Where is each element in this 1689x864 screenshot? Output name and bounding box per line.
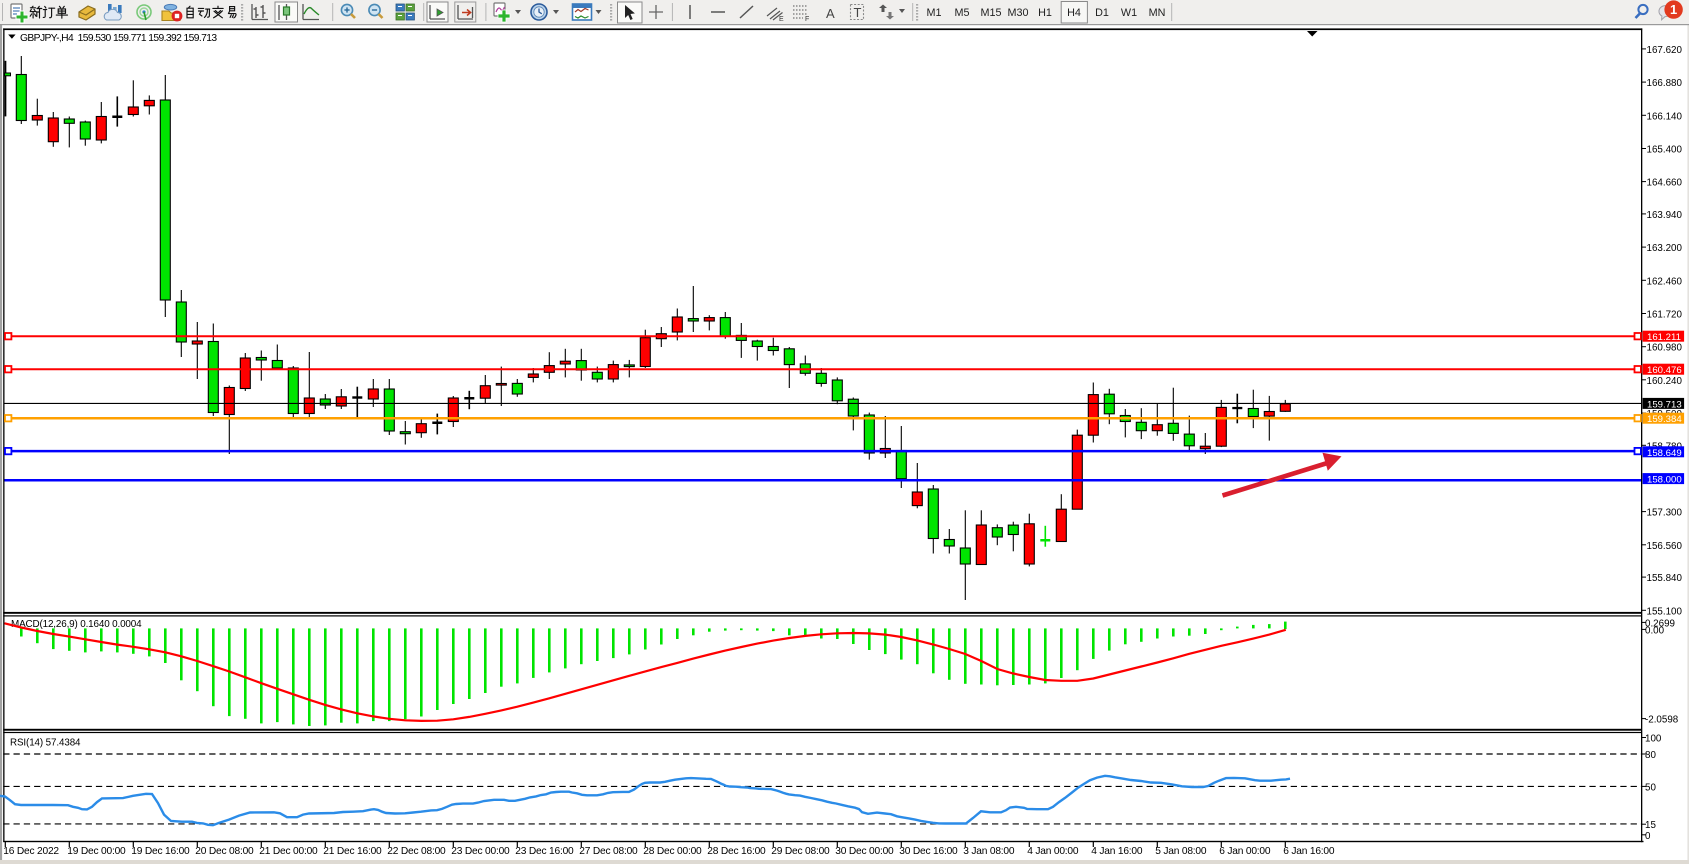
svg-text:23 Dec 16:00: 23 Dec 16:00: [515, 846, 574, 857]
svg-text:16 Dec 2022: 16 Dec 2022: [3, 846, 59, 857]
svg-text:19 Dec 16:00: 19 Dec 16:00: [131, 846, 190, 857]
svg-text:166.140: 166.140: [1647, 111, 1683, 122]
svg-text:-2.0598: -2.0598: [1645, 715, 1679, 726]
svg-text:160.240: 160.240: [1647, 376, 1683, 387]
svg-text:19 Dec 00:00: 19 Dec 00:00: [67, 846, 126, 857]
svg-text:30 Dec 00:00: 30 Dec 00:00: [835, 846, 894, 857]
svg-text:F: F: [805, 16, 809, 23]
svg-text:20 Dec 08:00: 20 Dec 08:00: [195, 846, 254, 857]
svg-text:163.940: 163.940: [1647, 210, 1683, 221]
svg-text:T: T: [854, 5, 862, 20]
svg-text:156.560: 156.560: [1647, 541, 1683, 552]
svg-text:165.400: 165.400: [1647, 145, 1683, 156]
svg-text:W1: W1: [1121, 7, 1137, 19]
svg-text:H4: H4: [1067, 7, 1081, 19]
svg-text:15: 15: [1645, 820, 1656, 831]
svg-text:160.476: 160.476: [1647, 365, 1682, 376]
svg-text:22 Dec 08:00: 22 Dec 08:00: [387, 846, 446, 857]
svg-text:4 Jan 00:00: 4 Jan 00:00: [1027, 846, 1079, 857]
svg-text:161.211: 161.211: [1647, 332, 1681, 343]
svg-text:158.649: 158.649: [1647, 448, 1682, 459]
svg-text:M15: M15: [980, 7, 1001, 19]
svg-text:80: 80: [1645, 750, 1656, 761]
svg-text:167.620: 167.620: [1647, 45, 1683, 56]
svg-text:E: E: [779, 16, 784, 23]
svg-text:RSI(14) 57.4384: RSI(14) 57.4384: [10, 738, 81, 749]
svg-text:158.000: 158.000: [1647, 475, 1682, 486]
svg-text:163.200: 163.200: [1647, 243, 1683, 254]
svg-text:6 Jan 16:00: 6 Jan 16:00: [1283, 846, 1335, 857]
svg-text:157.300: 157.300: [1647, 508, 1683, 519]
svg-text:1: 1: [1670, 2, 1677, 17]
svg-text:M5: M5: [955, 7, 970, 19]
svg-text:H1: H1: [1038, 7, 1052, 19]
svg-text:28 Dec 00:00: 28 Dec 00:00: [643, 846, 702, 857]
svg-text:23 Dec 00:00: 23 Dec 00:00: [451, 846, 510, 857]
svg-text:27 Dec 08:00: 27 Dec 08:00: [579, 846, 638, 857]
svg-text:162.460: 162.460: [1647, 276, 1683, 287]
svg-text:6 Jan 00:00: 6 Jan 00:00: [1219, 846, 1271, 857]
svg-text:4 Jan 16:00: 4 Jan 16:00: [1091, 846, 1143, 857]
svg-text:160.980: 160.980: [1647, 343, 1683, 354]
svg-text:D1: D1: [1095, 7, 1109, 19]
svg-text:0: 0: [1645, 831, 1651, 842]
svg-text:100: 100: [1645, 734, 1662, 745]
svg-text:159.384: 159.384: [1647, 414, 1682, 425]
svg-text:155.840: 155.840: [1647, 573, 1683, 584]
svg-text:21 Dec 00:00: 21 Dec 00:00: [259, 846, 318, 857]
svg-text:A: A: [826, 6, 835, 21]
svg-text:155.100: 155.100: [1647, 606, 1683, 617]
svg-text:29 Dec 08:00: 29 Dec 08:00: [771, 846, 830, 857]
svg-text:50: 50: [1645, 782, 1656, 793]
svg-text:30 Dec 16:00: 30 Dec 16:00: [899, 846, 958, 857]
svg-text:GBPJPY-,H4 159.530 159.771 15: GBPJPY-,H4 159.530 159.771 159.392 159.7…: [20, 33, 217, 44]
svg-text:MACD(12,26,9) 0.1640 0.0004: MACD(12,26,9) 0.1640 0.0004: [11, 619, 142, 630]
svg-text:0.00: 0.00: [1645, 625, 1665, 636]
svg-text:161.720: 161.720: [1647, 310, 1683, 321]
svg-text:166.880: 166.880: [1647, 78, 1683, 89]
svg-text:159.713: 159.713: [1647, 399, 1682, 410]
svg-text:21 Dec 16:00: 21 Dec 16:00: [323, 846, 382, 857]
svg-text:164.660: 164.660: [1647, 178, 1683, 189]
svg-text:MN: MN: [1149, 7, 1166, 19]
svg-text:5 Jan 08:00: 5 Jan 08:00: [1155, 846, 1207, 857]
svg-text:0.2699: 0.2699: [1645, 618, 1675, 629]
svg-text:3 Jan 08:00: 3 Jan 08:00: [963, 846, 1015, 857]
svg-text:M30: M30: [1007, 7, 1028, 19]
svg-text:M1: M1: [927, 7, 942, 19]
svg-text:28 Dec 16:00: 28 Dec 16:00: [707, 846, 766, 857]
